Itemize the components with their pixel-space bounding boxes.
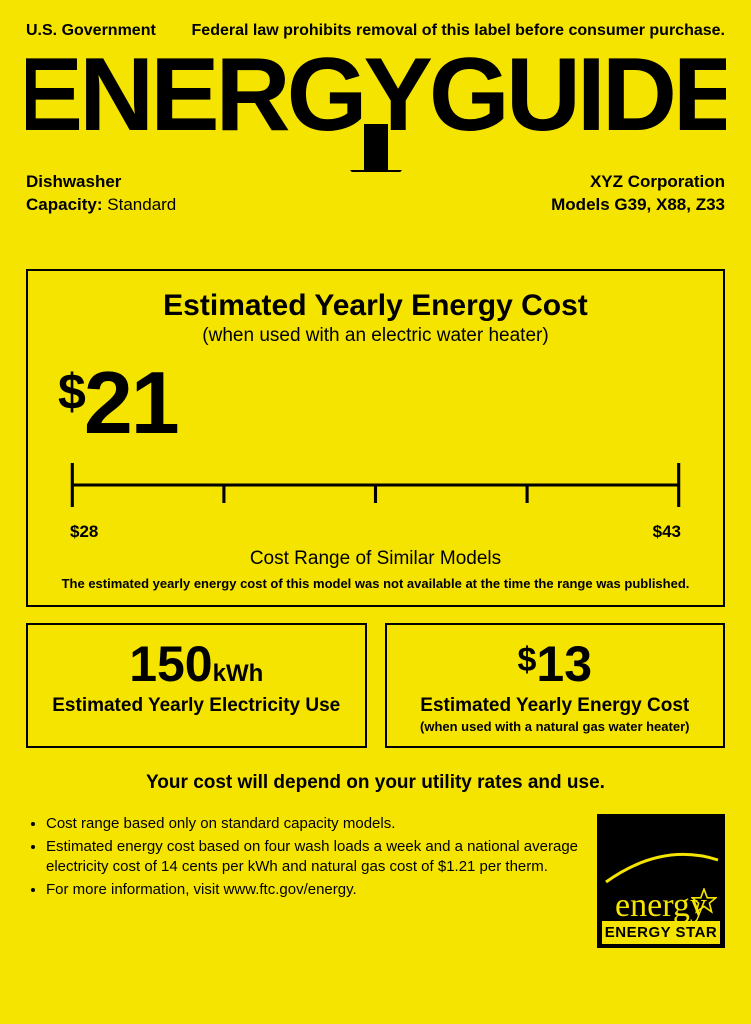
list-item: Estimated energy cost based on four wash… [46,837,579,876]
kwh-label: Estimated Yearly Electricity Use [38,695,355,717]
capacity-label: Capacity: [26,195,103,214]
list-item: Cost range based only on standard capaci… [46,814,579,834]
footnote-list: Cost range based only on standard capaci… [26,814,579,900]
product-type: Dishwasher [26,171,176,194]
list-item: For more information, visit www.ftc.gov/… [46,880,579,900]
scale-min: $28 [70,522,98,542]
kwh-unit: kWh [213,660,264,687]
star-icon [691,888,717,914]
main-cost-box: Estimated Yearly Energy Cost (when used … [26,269,725,607]
range-note: The estimated yearly energy cost of this… [52,576,699,591]
footer-row: Cost range based only on standard capaci… [26,814,725,948]
capacity-line: Capacity: Standard [26,194,176,217]
header-row: U.S. Government Federal law prohibits re… [26,22,725,40]
product-right: XYZ Corporation Models G39, X88, Z33 [551,171,725,217]
energy-star-logo: energy ENERGY STAR [597,814,725,948]
cost-value: 21 [84,353,178,452]
gov-label: U.S. Government [26,22,156,40]
main-subtitle: (when used with an electric water heater… [52,325,699,347]
scale-max: $43 [653,522,681,542]
gas-cost-note: (when used with a natural gas water heat… [397,719,714,734]
kwh-value: 150 [129,636,212,692]
models-list: Models G39, X88, Z33 [551,194,725,217]
footnotes: Cost range based only on standard capaci… [26,814,579,904]
law-label: Federal law prohibits removal of this la… [192,22,725,40]
secondary-boxes: 150kWh Estimated Yearly Electricity Use … [26,623,725,748]
capacity-value: Standard [107,195,176,214]
dollar-sign: $ [517,641,536,679]
energyguide-logo: ENERGYGUIDE [26,42,725,177]
main-title: Estimated Yearly Energy Cost [52,289,699,323]
gas-cost-line: $13 [397,639,714,689]
gas-cost-value: 13 [536,636,592,692]
manufacturer: XYZ Corporation [551,171,725,194]
energy-star-swoosh [602,832,720,892]
yearly-cost-electric: $21 [58,359,699,447]
scale-endpoints: $28 $43 [70,522,681,542]
energy-star-script: energy [615,892,707,919]
model-info-row: Dishwasher Capacity: Standard XYZ Corpor… [26,171,725,217]
dollar-sign: $ [58,364,84,420]
gas-cost-box: $13 Estimated Yearly Energy Cost (when u… [385,623,726,748]
cost-range-scale: $28 $43 [64,455,687,542]
product-left: Dishwasher Capacity: Standard [26,171,176,217]
electricity-use-box: 150kWh Estimated Yearly Electricity Use [26,623,367,748]
range-label: Cost Range of Similar Models [52,548,699,570]
gas-cost-label: Estimated Yearly Energy Cost [397,695,714,717]
depend-line: Your cost will depend on your utility ra… [26,772,725,794]
kwh-line: 150kWh [38,639,355,689]
energy-star-band: ENERGY STAR [602,921,720,944]
